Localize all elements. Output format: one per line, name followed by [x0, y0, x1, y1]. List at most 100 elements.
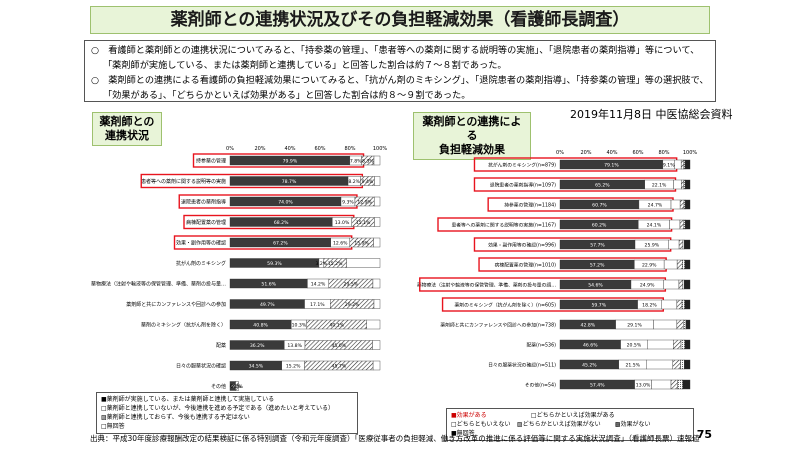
data-label: 59.7%: [592, 302, 607, 308]
bar-segment: [681, 299, 685, 310]
data-label: 9.4%: [362, 179, 374, 185]
data-label: 13.0%: [636, 382, 651, 388]
data-label: 7.8%: [350, 158, 362, 164]
bar-segment: [373, 155, 381, 166]
data-label: 46.6%: [583, 342, 598, 348]
category-label: 薬物療法（注射や輸液等の保管管理、準備、薬剤の投与量…: [91, 281, 226, 288]
category-label: 薬剤師と共にカンファレンスや回診への参加: [126, 301, 226, 308]
bar-segment: [647, 339, 674, 350]
right-legend-item: □どちらともいえない: [451, 421, 511, 428]
bar-segment: [682, 379, 691, 390]
bar-segment: [684, 339, 691, 350]
data-label: 8.3%: [362, 158, 374, 164]
data-label: 24.9%: [640, 282, 655, 288]
summary-item-1: ○ 看護師と薬剤師との連携状況についてみると、「持参薬の管理」、「患者等への薬剤…: [91, 45, 700, 71]
data-label: 74.0%: [278, 199, 293, 205]
category-label: 薬物療法（注射や輸液等の保管管理、準備、薬剤の投与量の調…: [417, 282, 556, 289]
category-label: 持参薬の管理(n=1184): [504, 202, 556, 209]
data-label: 15.9%: [354, 240, 369, 246]
data-label: 51.6%: [261, 281, 276, 287]
category-label: 持参薬の管理: [196, 158, 226, 165]
right-panel-label-line2: 負担軽減効果: [439, 143, 505, 156]
bar-segment: [680, 159, 684, 170]
category-label: 病棟配置薬の管理: [186, 219, 226, 226]
category-label: 薬剤師と共にカンファレンスや回診への参加(n=738): [440, 322, 556, 329]
data-label: 13.8%: [287, 343, 302, 349]
data-label: 49.7%: [260, 302, 275, 308]
right-legend-item: ■無回答: [451, 430, 475, 437]
left-legend: ■薬剤師が実施している、または薬剤師と連携して実施している □薬剤師と連携してい…: [96, 392, 358, 434]
category-label: 効果・副作用等の確認: [176, 240, 226, 247]
summary-item-2: ○ 薬剤師との連携による看護師の負担軽減効果についてみると、「抗がん剤のミキシン…: [91, 75, 709, 101]
data-label: 2.0%: [231, 384, 243, 390]
bar-segment: [374, 176, 381, 186]
bar-segment: [684, 259, 691, 270]
right-legend: ■効果がある □どちらかといえば効果がある □どちらともいえない ▨どちらかとい…: [446, 408, 694, 441]
bar-segment: [684, 239, 691, 250]
data-label: 67.2%: [273, 240, 288, 246]
bar-segment: [372, 340, 381, 350]
axis-tick-label: 100%: [373, 146, 388, 152]
bar-segment: [346, 258, 381, 268]
left-legend-item: □薬剤師と連携していないが、今後連携を進める予定である（進めたいと考えている）: [101, 405, 335, 412]
data-label: 29.1%: [627, 322, 642, 328]
data-label: 60.2%: [592, 222, 607, 228]
data-label: 29.2%: [345, 302, 360, 308]
bar-segment: [646, 359, 673, 370]
bar-segment: [373, 237, 381, 248]
data-label: 54.6%: [588, 282, 603, 288]
category-label: 薬剤のミキシング（抗がん剤を除く）(n=605): [454, 302, 556, 309]
data-label: 79.1%: [604, 162, 619, 168]
bar-segment: [684, 179, 691, 190]
data-label: 36.2%: [250, 343, 265, 349]
bar-segment: [683, 319, 687, 330]
source-note: 2019年11月8日 中医協総会資料: [570, 108, 733, 121]
data-label: 45.7%: [332, 363, 347, 369]
right-legend-item: ▩効果がない: [614, 421, 651, 428]
data-label: 3.6%: [227, 384, 239, 390]
bar-segment: [684, 159, 691, 170]
data-label: 15.2%: [286, 363, 301, 369]
data-label: 22.9%: [642, 262, 657, 268]
right-legend-item: ■効果がある: [451, 412, 487, 419]
bar-segment: [680, 339, 686, 350]
left-legend-item: ▨薬剤師と連携しておらず、今後も連携する予定はない: [101, 414, 250, 421]
bar-segment: [684, 219, 691, 230]
bar-segment: [679, 199, 685, 210]
left-legend-item: □無回答: [101, 423, 125, 430]
data-label: 10.3%: [292, 322, 307, 328]
bar-segment: [373, 299, 381, 309]
data-label: 3.2%: [316, 261, 328, 267]
axis-tick-label: 60%: [632, 150, 643, 156]
data-label: 18.2%: [642, 302, 657, 308]
bar-segment: [653, 319, 678, 330]
data-label: 57.7%: [590, 242, 605, 248]
bar-segment: [676, 299, 683, 310]
data-label: 45.2%: [582, 362, 597, 368]
data-label: 13.0%: [335, 220, 350, 226]
category-label: 配薬(n=536): [526, 342, 556, 349]
bar-segment: [678, 239, 684, 250]
category-label: 退院患者の薬剤指導(n=1097): [490, 182, 556, 189]
page-title: 薬剤師との連携状況及びその負担軽減効果（看護師長調査）: [90, 6, 710, 34]
category-label: 患者等への薬剤に関する説明等の実施(n=1167): [451, 222, 556, 229]
footer-source: 出典：平成30年度診療報酬改定の結果検証に係る特別調査（令和元年度調査）「医療従…: [90, 434, 700, 443]
data-label: 12.9%: [357, 199, 372, 205]
bar-segment: [670, 199, 681, 210]
bar-segment: [684, 359, 691, 370]
bar-segment: [680, 359, 685, 370]
bar-segment: [679, 219, 685, 230]
bar-segment: [663, 259, 678, 270]
data-label: 24.7%: [648, 202, 663, 208]
data-label: 78.7%: [282, 179, 297, 185]
summary-box: ○ 看護師と薬剤師との連携状況についてみると、「持参薬の管理」、「患者等への薬剤…: [84, 40, 716, 102]
category-label: 配薬: [216, 342, 226, 349]
axis-tick-label: 40%: [284, 146, 295, 152]
category-label: 患者等への薬剤に関する説明等の実施: [141, 178, 226, 185]
right-panel-label: 薬剤師との連携による 負担軽減効果: [413, 112, 531, 160]
data-label: 42.8%: [581, 322, 596, 328]
axis-tick-label: 0%: [556, 150, 564, 156]
bar-segment: [678, 279, 684, 290]
bar-segment: [674, 159, 682, 170]
category-label: 日々の服薬状況の確認(n=511): [488, 362, 556, 369]
